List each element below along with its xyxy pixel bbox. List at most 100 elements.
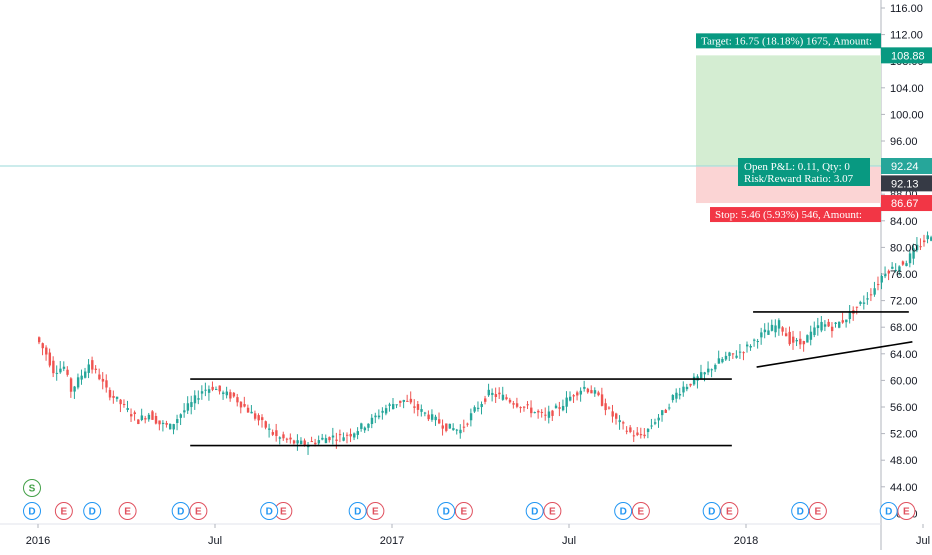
split-marker[interactable]: S <box>24 480 41 497</box>
candle-body <box>424 413 426 414</box>
candle-body <box>282 434 284 438</box>
target-price-tag: 108.88 <box>881 47 932 63</box>
candle-body <box>484 398 486 401</box>
price-tick-label: 44.00 <box>890 482 918 494</box>
candle-body <box>519 407 521 408</box>
candle-body <box>760 332 762 337</box>
earnings-marker[interactable]: E <box>898 503 915 520</box>
candle-body <box>80 376 82 380</box>
dividend-marker[interactable]: D <box>84 503 101 520</box>
dividend-marker[interactable]: D <box>349 503 366 520</box>
earnings-marker[interactable]: E <box>544 503 561 520</box>
candle-body <box>477 408 479 409</box>
candle-body <box>675 393 677 399</box>
earnings-marker[interactable]: E <box>55 503 72 520</box>
candle-body <box>289 438 291 440</box>
svg-text:D: D <box>531 507 538 518</box>
candle-body <box>753 340 755 341</box>
candle-body <box>725 356 727 360</box>
candle-body <box>633 435 635 436</box>
candle-body <box>466 424 468 425</box>
dividend-marker[interactable]: D <box>172 503 189 520</box>
earnings-marker[interactable]: E <box>721 503 738 520</box>
candle-body <box>265 421 267 427</box>
candle-body <box>442 425 444 428</box>
candle-body <box>711 369 713 370</box>
candle-body <box>654 422 656 423</box>
svg-text:E: E <box>61 507 68 518</box>
candle-body <box>247 408 249 413</box>
target-zone[interactable] <box>696 55 881 166</box>
candle-body <box>219 386 221 392</box>
target-label[interactable]: Target: 16.75 (18.18%) 1675, Amount: <box>696 33 881 48</box>
svg-text:D: D <box>89 507 96 518</box>
pnl-label[interactable]: Open P&L: 0.11, Qty: 0 Risk/Reward Ratio… <box>738 158 870 186</box>
candle-body <box>420 409 422 412</box>
candle-body <box>56 373 58 374</box>
candle-body <box>222 392 224 394</box>
earnings-marker[interactable]: E <box>632 503 649 520</box>
earnings-marker[interactable]: E <box>190 503 207 520</box>
dividend-marker[interactable]: D <box>615 503 632 520</box>
earnings-marker[interactable]: E <box>119 503 136 520</box>
candle-body <box>704 372 706 374</box>
candle-body <box>45 348 47 355</box>
target-label-text: Target: 16.75 (18.18%) 1675, Amount: <box>701 35 872 47</box>
candle-body <box>838 322 840 328</box>
candle-body <box>339 434 341 435</box>
svg-text:D: D <box>443 507 450 518</box>
svg-text:E: E <box>280 507 287 518</box>
candle-body <box>516 403 518 407</box>
candle-body <box>332 436 334 438</box>
dividend-marker[interactable]: D <box>526 503 543 520</box>
stop-price-tag: 86.67 <box>881 195 932 211</box>
candle-body <box>902 261 904 264</box>
candle-body <box>824 324 826 326</box>
candle-body <box>583 387 585 389</box>
candle-body <box>682 387 684 393</box>
candle-body <box>541 412 543 413</box>
earnings-marker[interactable]: E <box>367 503 384 520</box>
candle-body <box>604 403 606 410</box>
candle-body <box>374 416 376 418</box>
dividend-marker[interactable]: D <box>703 503 720 520</box>
candle-body <box>643 435 645 436</box>
candle-body <box>162 423 164 424</box>
candle-body <box>403 400 405 402</box>
candle-body <box>650 426 652 427</box>
dividend-marker[interactable]: D <box>792 503 809 520</box>
stop-label[interactable]: Stop: 5.46 (5.93%) 546, Amount: <box>710 207 881 222</box>
candle-body <box>254 413 256 418</box>
earnings-marker[interactable]: E <box>809 503 826 520</box>
candle-body <box>806 335 808 342</box>
candle-body <box>293 440 295 443</box>
candle-body <box>636 433 638 436</box>
candle-body <box>537 411 539 413</box>
dividend-marker[interactable]: D <box>24 503 41 520</box>
price-tick-label: 64.00 <box>890 349 918 361</box>
candle-body <box>544 415 546 416</box>
dividend-marker[interactable]: D <box>438 503 455 520</box>
candle-body <box>534 412 536 413</box>
dividend-marker[interactable]: D <box>261 503 278 520</box>
candle-body <box>728 353 730 356</box>
candle-body <box>905 263 907 266</box>
candle-body <box>353 433 355 437</box>
dividend-marker[interactable]: D <box>880 503 897 520</box>
svg-text:E: E <box>726 507 733 518</box>
candle-body <box>84 372 86 378</box>
candle-body <box>750 346 752 347</box>
candle-body <box>576 392 578 395</box>
candle-body <box>431 414 433 420</box>
candle-body <box>134 412 136 414</box>
price-tick-label: 76.00 <box>890 269 918 281</box>
candle-body <box>438 419 440 423</box>
svg-text:E: E <box>549 507 556 518</box>
candle-body <box>565 398 567 407</box>
candle-body <box>658 418 660 421</box>
candle-body <box>601 394 603 406</box>
earnings-marker[interactable]: E <box>455 503 472 520</box>
candle-body <box>470 413 472 420</box>
